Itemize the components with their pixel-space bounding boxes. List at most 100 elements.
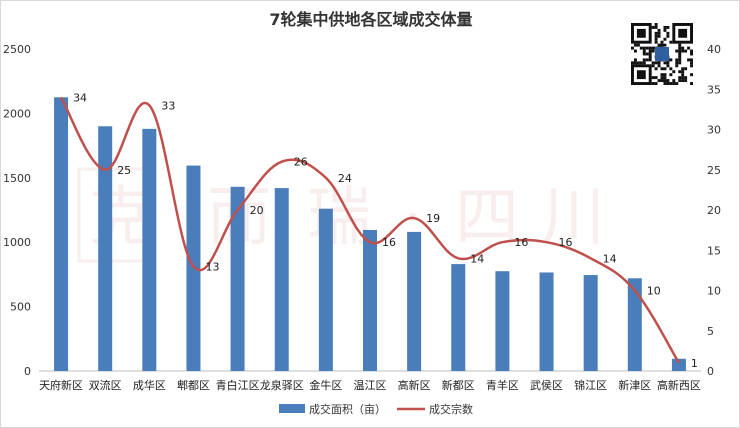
qr-module xyxy=(660,73,664,77)
line-data-label: 25 xyxy=(117,164,131,177)
watermark-char: 四 xyxy=(455,181,519,255)
qr-module xyxy=(660,79,664,83)
qr-module xyxy=(660,76,664,80)
qr-module xyxy=(654,34,658,38)
qr-module xyxy=(690,73,693,77)
legend-bar-label: 成交面积（亩） xyxy=(309,402,386,416)
qr-module xyxy=(648,55,652,59)
category-label: 郫都区 xyxy=(177,378,210,392)
line-data-label: 34 xyxy=(73,91,87,104)
qr-module xyxy=(642,49,646,53)
qr-module xyxy=(675,61,679,65)
qr-module xyxy=(684,76,688,80)
category-label: 武侯区 xyxy=(530,378,563,392)
qr-module xyxy=(666,79,670,83)
bar xyxy=(318,208,333,371)
qr-code-icon xyxy=(631,23,693,85)
bar xyxy=(274,188,289,371)
qr-module xyxy=(678,58,682,62)
qr-module xyxy=(654,61,658,65)
qr-module xyxy=(651,46,655,50)
line-data-label: 13 xyxy=(205,260,219,273)
qr-module xyxy=(654,31,658,35)
qr-module xyxy=(651,25,655,29)
line-data-label: 26 xyxy=(294,156,308,169)
qr-finder xyxy=(636,28,646,38)
line-data-label: 16 xyxy=(559,236,573,249)
left-tick-label: 500 xyxy=(10,301,31,314)
bar xyxy=(407,231,422,371)
qr-module xyxy=(690,49,693,53)
line-data-label: 24 xyxy=(338,172,352,185)
qr-module xyxy=(663,61,667,65)
qr-module xyxy=(681,79,685,83)
qr-module xyxy=(663,37,667,41)
qr-module xyxy=(651,61,655,65)
category-label: 高新西区 xyxy=(657,378,701,392)
qr-module xyxy=(657,61,661,65)
qr-module xyxy=(645,46,649,50)
qr-module xyxy=(657,31,661,35)
left-tick-label: 2500 xyxy=(3,43,31,56)
bar xyxy=(142,128,157,371)
qr-module xyxy=(678,55,682,59)
line-data-label: 33 xyxy=(161,99,175,112)
category-label: 双流区 xyxy=(89,378,122,392)
category-label: 金牛区 xyxy=(309,378,342,392)
line-data-label: 19 xyxy=(426,212,440,225)
bar xyxy=(98,126,113,371)
qr-center-logo xyxy=(655,47,669,61)
bar xyxy=(54,97,69,372)
qr-module xyxy=(669,67,673,71)
qr-module xyxy=(648,58,652,62)
line-data-label: 14 xyxy=(603,252,617,265)
qr-module xyxy=(684,49,688,53)
right-tick-label: 40 xyxy=(707,43,721,56)
qr-module xyxy=(663,76,667,80)
line-series xyxy=(59,96,681,364)
qr-module xyxy=(690,58,693,62)
qr-module xyxy=(654,82,658,85)
qr-module xyxy=(663,79,667,83)
line-data-label: 14 xyxy=(470,252,484,265)
bar xyxy=(627,278,642,371)
bar xyxy=(451,264,466,371)
qr-finder xyxy=(678,28,688,38)
qr-module xyxy=(660,67,664,71)
line-data-label: 1 xyxy=(691,357,698,370)
qr-module xyxy=(654,23,658,26)
qr-module xyxy=(648,49,652,53)
bar xyxy=(363,229,377,371)
qr-module xyxy=(681,46,685,50)
qr-module xyxy=(681,73,685,77)
qr-module xyxy=(666,25,670,29)
watermark: 克而瑞·四川 xyxy=(77,167,605,263)
category-labels: 天府新区 双流区 成华区 郫都区 青白江区 龙泉驿区 金牛区 温江区 高新区 新都区 青羊区 武侯区锦… xyxy=(39,378,701,392)
category-label: 新津区 xyxy=(618,378,651,392)
qr-module xyxy=(660,43,664,47)
qr-module xyxy=(672,82,676,85)
qr-module xyxy=(639,61,643,65)
qr-module xyxy=(636,61,640,65)
qr-module xyxy=(678,49,682,53)
qr-module xyxy=(663,25,667,29)
qr-module xyxy=(642,52,646,56)
category-label: 锦江区 xyxy=(574,378,607,392)
qr-module xyxy=(690,61,693,65)
qr-module xyxy=(631,46,634,50)
qr-module xyxy=(657,28,661,32)
qr-module xyxy=(678,61,682,65)
qr-module xyxy=(663,43,667,47)
qr-module xyxy=(672,79,676,83)
chart-title: 7轮集中供地各区域成交体量 xyxy=(269,10,472,29)
qr-module xyxy=(678,70,682,74)
bar xyxy=(495,271,510,371)
category-label: 高新区 xyxy=(398,378,431,392)
qr-module xyxy=(666,31,670,35)
category-label: 温江区 xyxy=(354,379,387,392)
qr-module xyxy=(669,73,673,77)
right-tick-label: 25 xyxy=(707,164,721,177)
line-data-label: 20 xyxy=(250,204,264,217)
qr-module xyxy=(681,67,685,71)
